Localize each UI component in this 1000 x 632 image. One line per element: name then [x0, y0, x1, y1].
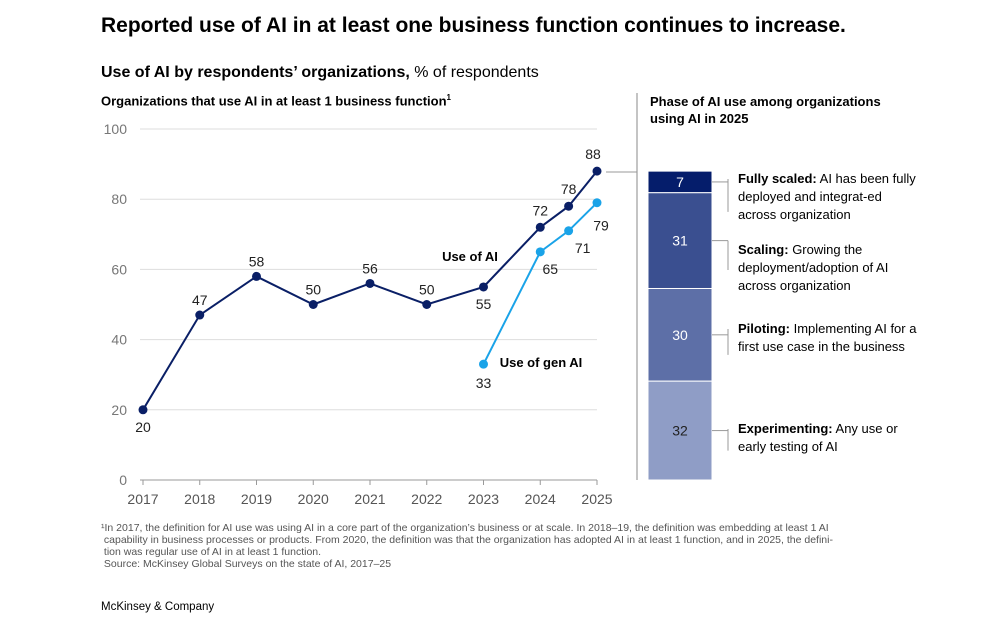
data-label: 47: [192, 292, 208, 308]
subtitle-unit: % of respondents: [409, 64, 539, 81]
data-point: [592, 166, 602, 176]
phase-description: Implementing AI for a first use case in …: [738, 321, 917, 354]
y-tick-label: 40: [111, 332, 127, 348]
data-point: [564, 201, 574, 211]
phase-label: Scaling: Growing the deployment/adoption…: [738, 241, 918, 295]
series-label-use-of-gen-ai: Use of gen AI: [500, 355, 583, 370]
segment-value: 30: [672, 327, 688, 343]
data-point: [535, 247, 545, 257]
data-label: 33: [476, 375, 492, 391]
phase-description: AI has been fully deployed and integrat-…: [738, 171, 916, 222]
footnote-line: tion was regular use of AI in at least 1…: [101, 546, 322, 558]
subtitle-bold: Use of AI by respondents’ organizations,: [101, 64, 410, 81]
footnote-line: ¹In 2017, the definition for AI use was …: [101, 522, 829, 534]
data-label: 56: [362, 260, 378, 276]
phase-name: Piloting:: [738, 321, 790, 336]
phase-label: Fully scaled: AI has been fully deployed…: [738, 170, 918, 224]
y-tick-label: 60: [111, 261, 127, 277]
line-chart-title: Organizations that use AI in at least 1 …: [101, 93, 451, 108]
data-point: [195, 310, 205, 320]
data-point: [422, 300, 432, 309]
bar-segment: [647, 287, 713, 382]
data-label: 88: [585, 146, 601, 162]
x-tick-label: 2017: [127, 491, 158, 507]
data-point: [564, 226, 574, 236]
phase-label: Piloting: Implementing AI for a first us…: [738, 320, 918, 356]
data-label: 50: [419, 282, 435, 298]
segment-value: 32: [672, 423, 688, 439]
x-tick-label: 2024: [525, 491, 556, 507]
phase-description: Any use or early testing of AI: [738, 421, 898, 454]
phase-name: Fully scaled:: [738, 171, 817, 186]
x-tick-label: 2019: [241, 491, 272, 507]
data-label: 20: [135, 419, 151, 435]
bar-chart-title: Phase of AI use among organizations usin…: [650, 94, 881, 126]
data-point: [535, 222, 545, 232]
footnote-marker: 1: [446, 93, 451, 102]
series-line-ai: [142, 170, 598, 411]
y-tick-label: 0: [119, 472, 127, 488]
x-tick-label: 2023: [468, 491, 499, 507]
series-label-use-of-ai: Use of AI: [442, 249, 498, 264]
series-line-gen-ai: [482, 201, 598, 365]
data-point: [138, 405, 148, 415]
x-tick-label: 2020: [298, 491, 329, 507]
data-point: [479, 282, 488, 292]
data-point: [592, 198, 602, 208]
chart-title: Reported use of AI in at least one busin…: [101, 14, 846, 37]
y-tick-label: 100: [104, 121, 128, 137]
data-label: 78: [561, 181, 577, 197]
x-tick-label: 2018: [184, 491, 215, 507]
phase-name: Experimenting:: [738, 421, 833, 436]
segment-value: 31: [672, 233, 688, 249]
brand-logo-text: McKinsey & Company: [101, 601, 215, 613]
chart-subtitle: Use of AI by respondents’ organizations,…: [101, 64, 539, 82]
data-label: 55: [476, 296, 492, 312]
segment-value: 7: [676, 174, 684, 190]
data-label: 58: [249, 253, 265, 269]
x-tick-label: 2021: [354, 491, 385, 507]
data-label: 50: [305, 282, 321, 298]
phase-description: Growing the deployment/adoption of AI ac…: [738, 242, 889, 293]
data-point: [252, 271, 261, 281]
x-tick-label: 2022: [411, 491, 442, 507]
data-point: [479, 359, 488, 369]
data-label: 65: [542, 261, 558, 277]
footnote-line: capability in business processes or prod…: [101, 534, 833, 546]
bar-segment: [647, 380, 713, 481]
line-chart-title-text: Organizations that use AI in at least 1 …: [101, 93, 447, 109]
phase-label: Experimenting: Any use or early testing …: [738, 420, 918, 456]
data-label: 71: [575, 240, 591, 256]
phase-name: Scaling:: [738, 242, 789, 257]
data-label: 79: [593, 218, 609, 234]
data-point: [365, 278, 375, 288]
footnote: ¹In 2017, the definition for AI use was …: [101, 522, 911, 570]
y-tick-label: 80: [111, 191, 127, 207]
source-line: Source: McKinsey Global Surveys on the s…: [101, 558, 392, 570]
y-tick-label: 20: [111, 402, 127, 418]
x-tick-label: 2025: [581, 491, 612, 507]
data-point: [308, 300, 318, 309]
data-label: 72: [532, 202, 548, 218]
